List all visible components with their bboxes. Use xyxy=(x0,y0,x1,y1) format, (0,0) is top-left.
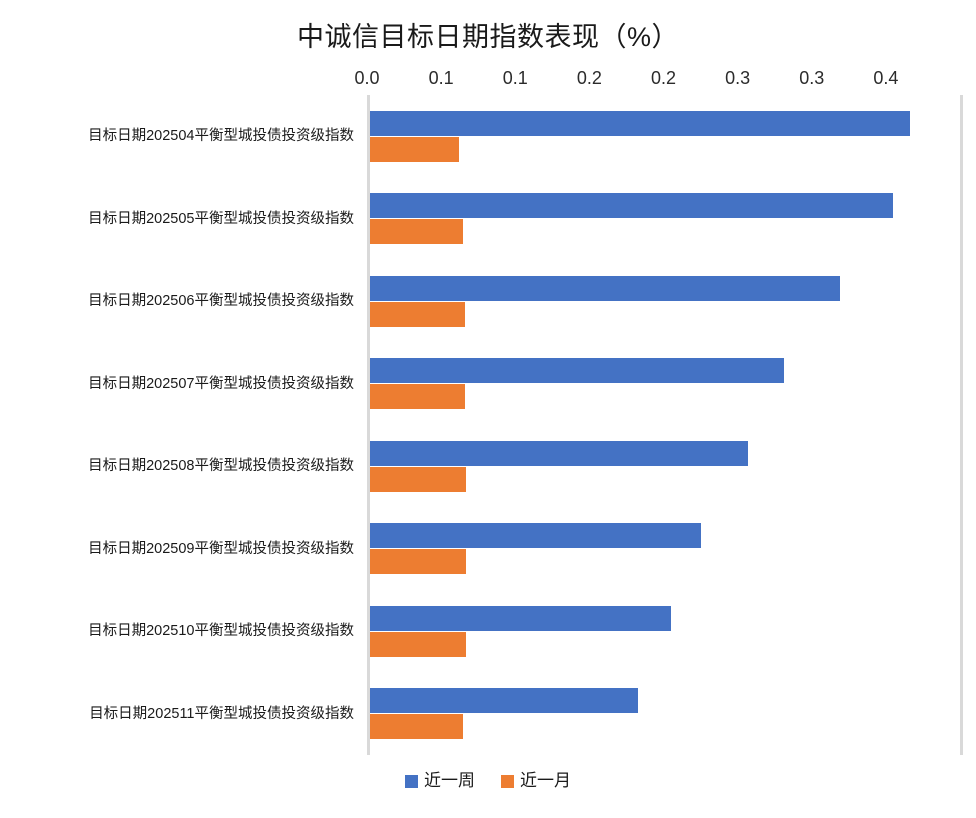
category-label: 目标日期202508平衡型城投债投资级指数 xyxy=(88,458,354,475)
bar-group xyxy=(370,275,960,327)
category-label: 目标日期202509平衡型城投债投资级指数 xyxy=(88,540,354,557)
legend-label: 近一周 xyxy=(424,771,475,790)
plot-area xyxy=(367,95,963,755)
x-axis-tick-4: 0.2 xyxy=(650,68,677,88)
bar-group xyxy=(370,440,960,492)
x-axis-tick-0: 0.0 xyxy=(354,68,380,88)
chart-legend: 近一周 近一月 xyxy=(0,770,976,792)
bar-week[interactable] xyxy=(370,193,894,219)
x-axis-tick-7: 0.4 xyxy=(873,68,899,88)
category-label: 目标日期202506平衡型城投债投资级指数 xyxy=(88,293,354,310)
bar-group xyxy=(370,193,960,245)
x-axis-tick-3: 0.2 xyxy=(576,68,602,88)
legend-item[interactable]: 近一周 xyxy=(405,770,475,792)
x-axis-tick-5: 0.3 xyxy=(725,68,751,88)
x-axis-tick-1: 0.1 xyxy=(428,68,454,88)
category-label: 目标日期202504平衡型城投债投资级指数 xyxy=(88,128,354,145)
x-axis-tick-2: 0.1 xyxy=(502,68,528,88)
x-axis-tick-6: 0.3 xyxy=(799,68,825,88)
y-axis-category-labels: 目标日期202504平衡型城投债投资级指数 目标日期202505平衡型城投债投资级… xyxy=(0,95,362,755)
category-label: 目标日期202505平衡型城投债投资级指数 xyxy=(88,210,354,227)
bar-week[interactable] xyxy=(370,523,701,549)
bar-month[interactable] xyxy=(370,714,464,740)
bar-group xyxy=(370,523,960,575)
bar-month[interactable] xyxy=(370,466,467,492)
bar-group xyxy=(370,110,960,162)
bar-week[interactable] xyxy=(370,275,840,301)
plot-right-border xyxy=(960,95,963,755)
category-label: 目标日期202507平衡型城投债投资级指数 xyxy=(88,375,354,392)
category-label: 目标日期202510平衡型城投债投资级指数 xyxy=(88,623,354,640)
bar-month[interactable] xyxy=(370,549,467,575)
bar-month[interactable] xyxy=(370,384,465,410)
legend-swatch-icon xyxy=(405,774,418,788)
bar-group xyxy=(370,358,960,410)
bar-week[interactable] xyxy=(370,605,671,631)
bar-month[interactable] xyxy=(370,219,464,245)
bar-week[interactable] xyxy=(370,358,784,384)
bar-group xyxy=(370,605,960,657)
bar-group xyxy=(370,688,960,740)
bar-week[interactable] xyxy=(370,440,749,466)
bar-week[interactable] xyxy=(370,110,910,136)
legend-label: 近一月 xyxy=(520,771,571,790)
value-axis-line xyxy=(367,95,370,755)
legend-item[interactable]: 近一月 xyxy=(501,770,571,792)
legend-swatch-icon xyxy=(501,774,514,788)
x-axis-tick-labels: 0.0 0.1 0.1 0.2 0.2 0.3 0.3 0.4 xyxy=(354,66,963,90)
chart-title: 中诚信目标日期指数表现（%） xyxy=(296,22,679,52)
bar-month[interactable] xyxy=(370,631,467,657)
bar-week[interactable] xyxy=(370,688,639,714)
category-label: 目标日期202511平衡型城投债投资级指数 xyxy=(89,705,354,722)
bar-month[interactable] xyxy=(370,136,459,162)
bar-month[interactable] xyxy=(370,301,465,327)
